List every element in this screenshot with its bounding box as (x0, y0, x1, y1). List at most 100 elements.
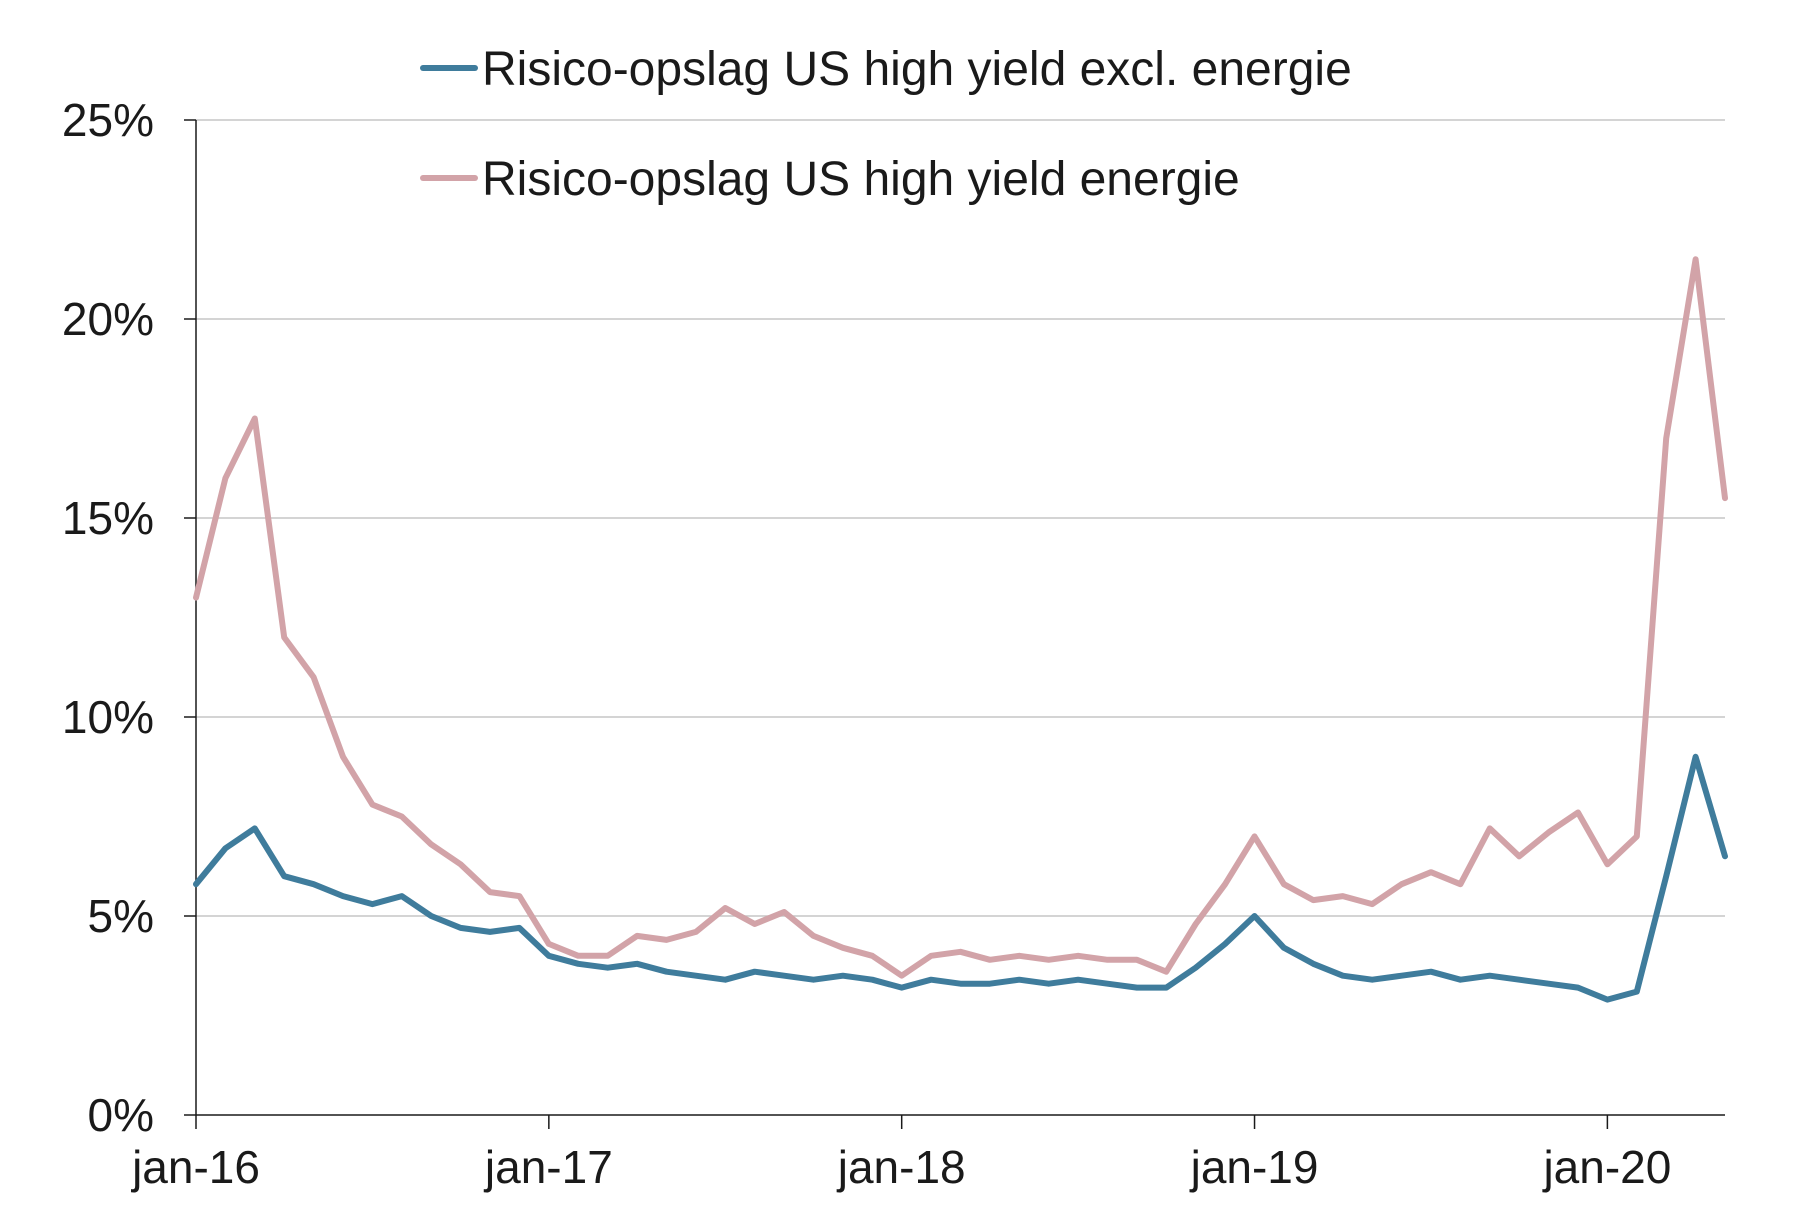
data-point-excl (722, 977, 728, 983)
data-point-energie (840, 945, 846, 951)
data-point-excl (1134, 985, 1140, 991)
data-point-energie (193, 595, 199, 601)
data-point-excl (458, 925, 464, 931)
data-point-energie (1369, 901, 1375, 907)
data-point-excl (1046, 981, 1052, 987)
data-point-excl (1281, 945, 1287, 951)
legend-label-excl: Risico-opslag US high yield excl. energi… (482, 43, 1352, 96)
data-point-energie (722, 905, 728, 911)
data-point-excl (605, 965, 611, 971)
data-point-energie (605, 953, 611, 959)
data-point-energie (340, 754, 346, 760)
data-point-excl (516, 925, 522, 931)
series-lines (193, 256, 1728, 1003)
data-point-excl (487, 929, 493, 935)
axes: 0% 5% 10% 15% 20% 25% jan-16 jan-17 jan-18 jan-19… (62, 94, 1725, 1193)
data-point-energie (1163, 969, 1169, 975)
data-point-energie (575, 953, 581, 959)
data-point-excl (1487, 973, 1493, 979)
data-point-energie (1016, 953, 1022, 959)
y-tick-label: 0% (88, 1089, 154, 1141)
data-point-excl (1016, 977, 1022, 983)
data-point-energie (1516, 853, 1522, 859)
data-point-excl (1222, 941, 1228, 947)
y-tick-label: 20% (62, 293, 154, 345)
data-point-excl (1310, 961, 1316, 967)
data-point-excl (1340, 973, 1346, 979)
data-point-energie (1046, 957, 1052, 963)
data-point-energie (1399, 881, 1405, 887)
data-point-energie (458, 861, 464, 867)
data-point-energie (1487, 825, 1493, 831)
data-point-energie (664, 937, 669, 943)
data-point-energie (487, 889, 493, 895)
data-point-energie (1222, 881, 1228, 887)
data-point-excl (899, 985, 905, 991)
y-tick-label: 15% (62, 492, 154, 544)
x-tick-label: jan-17 (483, 1141, 613, 1193)
data-point-excl (369, 901, 375, 907)
data-point-excl (1252, 913, 1257, 919)
data-point-energie (869, 953, 875, 959)
data-point-energie (428, 841, 434, 847)
legend-label-energie: Risico-opslag US high yield energie (482, 153, 1240, 206)
data-point-energie (811, 933, 816, 939)
data-point-energie (752, 921, 758, 927)
data-point-excl (987, 981, 993, 987)
data-point-excl (1428, 969, 1434, 975)
x-tick-label: jan-16 (130, 1141, 260, 1193)
data-point-energie (1634, 833, 1640, 839)
data-point-excl (1604, 997, 1610, 1003)
data-point-excl (781, 973, 787, 979)
data-point-excl (1369, 977, 1375, 983)
data-point-excl (1663, 873, 1669, 879)
x-tick-label: jan-18 (836, 1141, 966, 1193)
data-point-excl (752, 969, 758, 975)
data-point-energie (311, 674, 317, 680)
data-point-energie (899, 973, 905, 979)
data-point-excl (340, 893, 346, 899)
data-point-excl (811, 977, 816, 983)
data-point-excl (693, 973, 699, 979)
y-tick-label: 25% (62, 94, 154, 146)
data-point-energie (1134, 957, 1140, 963)
series-line-energie (193, 256, 1728, 979)
data-point-excl (1722, 853, 1728, 859)
data-point-energie (1546, 829, 1552, 835)
legend: Risico-opslag US high yield excl. energi… (420, 43, 1352, 206)
data-point-excl (1634, 989, 1640, 995)
data-point-energie (693, 929, 699, 935)
data-point-energie (222, 475, 228, 481)
data-point-excl (428, 913, 434, 919)
data-point-energie (1457, 881, 1463, 887)
data-point-energie (1252, 833, 1257, 839)
data-point-excl (928, 977, 934, 983)
data-point-excl (575, 961, 581, 967)
data-point-excl (1399, 973, 1405, 979)
data-point-excl (664, 969, 669, 975)
data-point-excl (869, 977, 875, 983)
data-point-energie (1575, 810, 1581, 815)
data-point-energie (281, 634, 287, 640)
data-point-energie (1722, 495, 1728, 501)
data-point-excl (1457, 977, 1463, 983)
series-line-excl (193, 753, 1728, 1003)
data-point-excl (958, 981, 963, 987)
data-point-energie (399, 814, 405, 819)
data-point-energie (1693, 256, 1699, 262)
data-point-energie (252, 416, 258, 421)
x-tick-label: jan-19 (1189, 1141, 1319, 1193)
data-point-energie (634, 933, 640, 939)
data-point-energie (1428, 869, 1434, 875)
data-point-energie (1075, 953, 1081, 959)
data-point-excl (1693, 754, 1699, 760)
data-point-excl (840, 973, 846, 979)
data-point-energie (1193, 921, 1199, 927)
y-tick-label: 10% (62, 691, 154, 743)
data-point-excl (1575, 985, 1581, 991)
data-point-energie (1281, 881, 1287, 887)
data-point-energie (369, 802, 375, 808)
data-point-excl (546, 953, 552, 959)
data-point-excl (1163, 985, 1169, 991)
